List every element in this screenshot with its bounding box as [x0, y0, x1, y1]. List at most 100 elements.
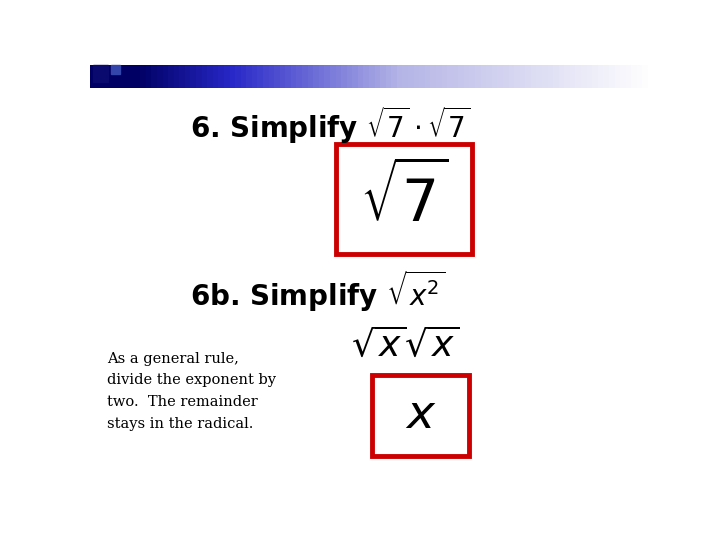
Bar — [297, 65, 302, 87]
Bar — [547, 65, 553, 87]
Bar — [274, 65, 279, 87]
Bar — [386, 65, 392, 87]
Text: $\sqrt{7}$: $\sqrt{7}$ — [360, 164, 448, 234]
Bar — [514, 65, 520, 87]
Bar — [570, 65, 575, 87]
Bar — [190, 65, 196, 87]
Bar — [107, 65, 112, 87]
Bar — [202, 65, 207, 87]
Bar — [358, 65, 364, 87]
Bar — [90, 65, 96, 87]
Bar — [374, 65, 380, 87]
Bar — [93, 65, 109, 82]
Bar — [526, 65, 531, 87]
Bar — [615, 65, 620, 87]
Bar — [637, 65, 642, 87]
Bar — [352, 65, 358, 87]
Bar — [441, 65, 447, 87]
Text: $\mathit{x}$: $\mathit{x}$ — [405, 393, 436, 437]
Bar — [581, 65, 587, 87]
Bar — [163, 65, 168, 87]
Bar — [508, 65, 514, 87]
Bar — [313, 65, 319, 87]
Bar — [464, 65, 469, 87]
Bar — [413, 65, 419, 87]
Bar — [96, 65, 101, 87]
Bar — [372, 375, 469, 456]
Bar — [263, 65, 269, 87]
Bar — [145, 65, 151, 87]
Bar — [364, 65, 369, 87]
Bar — [475, 65, 481, 87]
Bar — [564, 65, 570, 87]
Bar — [246, 65, 252, 87]
Bar — [252, 65, 258, 87]
Bar — [207, 65, 213, 87]
Bar — [402, 65, 408, 87]
Bar — [285, 65, 291, 87]
Bar — [157, 65, 163, 87]
Bar — [336, 65, 341, 87]
Bar — [408, 65, 413, 87]
Bar — [280, 65, 285, 87]
Bar — [218, 65, 224, 87]
Bar — [124, 65, 129, 87]
Bar — [642, 65, 648, 87]
Bar — [559, 65, 564, 87]
Bar — [118, 65, 124, 87]
Bar — [129, 65, 135, 87]
Bar — [269, 65, 274, 87]
Bar — [486, 65, 492, 87]
Bar — [620, 65, 626, 87]
Text: 6b. Simplify $\sqrt{x^2}$: 6b. Simplify $\sqrt{x^2}$ — [190, 268, 446, 314]
Bar — [258, 65, 263, 87]
Bar — [185, 65, 191, 87]
Bar — [598, 65, 603, 87]
Bar — [609, 65, 615, 87]
Bar — [168, 65, 174, 87]
Bar — [553, 65, 559, 87]
Bar — [307, 65, 313, 87]
Bar — [536, 65, 542, 87]
Bar — [431, 65, 436, 87]
Bar — [503, 65, 508, 87]
Bar — [112, 65, 118, 87]
Bar — [419, 65, 425, 87]
Bar — [140, 65, 145, 87]
Bar — [174, 65, 179, 87]
Bar — [213, 65, 218, 87]
Text: 6. Simplify $\sqrt{7} \cdot \sqrt{7}$: 6. Simplify $\sqrt{7} \cdot \sqrt{7}$ — [190, 104, 471, 146]
Bar — [575, 65, 581, 87]
Bar — [469, 65, 475, 87]
Bar — [196, 65, 202, 87]
Bar — [151, 65, 157, 87]
Bar — [392, 65, 397, 87]
Bar — [397, 65, 402, 87]
Bar — [302, 65, 307, 87]
Bar — [235, 65, 240, 87]
Bar — [593, 65, 598, 87]
Bar — [240, 65, 246, 87]
Bar — [179, 65, 185, 87]
Bar — [324, 65, 330, 87]
Bar — [481, 65, 486, 87]
Bar — [291, 65, 297, 87]
Bar — [319, 65, 324, 87]
Bar — [587, 65, 593, 87]
Bar — [447, 65, 453, 87]
Bar — [436, 65, 441, 87]
Bar — [425, 65, 431, 87]
Bar — [330, 65, 336, 87]
Bar — [531, 65, 536, 87]
Bar — [111, 65, 120, 75]
Bar — [498, 65, 503, 87]
Text: As a general rule,
divide the exponent by
two.  The remainder
stays in the radic: As a general rule, divide the exponent b… — [107, 352, 276, 431]
Bar — [542, 65, 548, 87]
Bar — [626, 65, 631, 87]
Bar — [603, 65, 609, 87]
Bar — [341, 65, 347, 87]
Bar — [369, 65, 374, 87]
Bar — [453, 65, 458, 87]
Bar — [336, 144, 472, 254]
Bar — [230, 65, 235, 87]
